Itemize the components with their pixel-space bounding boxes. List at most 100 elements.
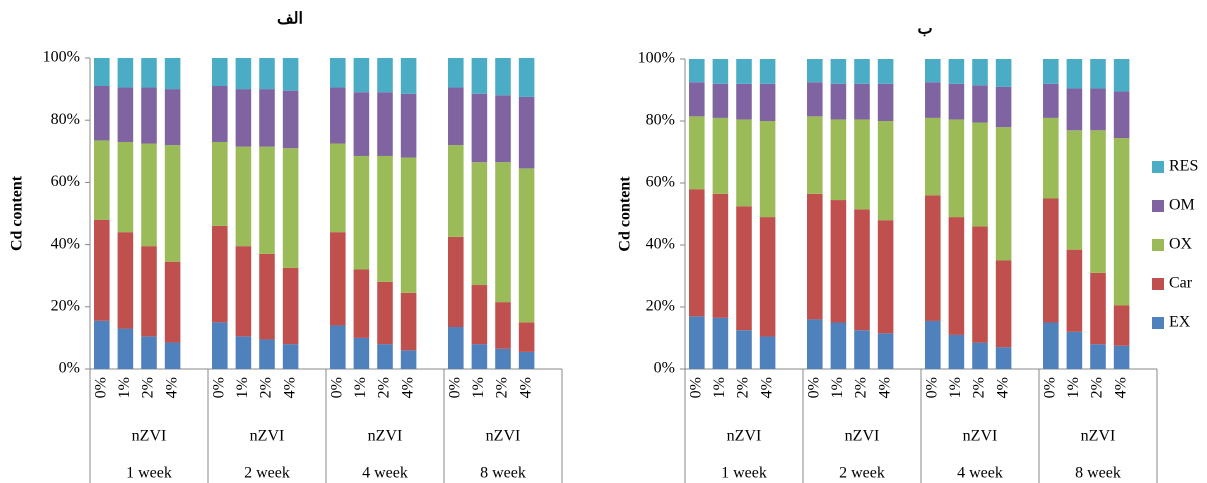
bar-segment bbox=[377, 155, 393, 282]
bar-segment bbox=[448, 58, 464, 88]
bar-segment bbox=[1066, 249, 1083, 332]
group-label: nZVI bbox=[132, 428, 167, 445]
bar-segment bbox=[117, 328, 134, 369]
bar-segment bbox=[1090, 272, 1106, 345]
bar-segment bbox=[830, 59, 847, 84]
bar-segment bbox=[830, 119, 847, 201]
bar-segment bbox=[353, 92, 370, 156]
bar-segment bbox=[854, 83, 870, 120]
bar-segment bbox=[925, 59, 941, 83]
x-tick-label: 4% bbox=[758, 377, 775, 398]
bar-segment bbox=[925, 320, 941, 369]
bar-segment bbox=[830, 83, 847, 120]
bar-segment bbox=[1113, 345, 1130, 369]
bar-segment bbox=[689, 189, 705, 317]
x-tick-label: 2% bbox=[258, 377, 275, 398]
group-label: nZVI bbox=[250, 428, 285, 445]
bar-segment bbox=[164, 58, 181, 90]
bar-segment bbox=[353, 58, 370, 93]
bar-segment bbox=[736, 83, 752, 120]
bar-segment bbox=[330, 325, 346, 369]
bar-segment bbox=[235, 336, 252, 369]
bar-segment bbox=[877, 333, 894, 369]
x-tick-label: 0% bbox=[210, 377, 227, 398]
x-tick-label: 1% bbox=[234, 377, 251, 398]
x-tick-label: 0% bbox=[328, 377, 345, 398]
bar-segment bbox=[471, 285, 488, 345]
bar-segment bbox=[948, 334, 965, 369]
bar-segment bbox=[1043, 117, 1059, 199]
bar-segment bbox=[689, 82, 705, 117]
bar-segment bbox=[495, 162, 511, 303]
bar-segment bbox=[141, 58, 157, 88]
bar-segment bbox=[164, 89, 181, 146]
bar-segment bbox=[212, 322, 228, 369]
bar-segment bbox=[995, 59, 1012, 87]
x-tick-label: 0% bbox=[805, 377, 822, 398]
x-tick-label: 4% bbox=[517, 377, 534, 398]
bar-segment bbox=[141, 336, 157, 369]
bar-segment bbox=[877, 83, 894, 121]
bar-segment bbox=[164, 145, 181, 262]
group-period: 4 week bbox=[362, 465, 408, 482]
chart-title: ب bbox=[917, 21, 932, 38]
bar-segment bbox=[1043, 83, 1059, 118]
x-tick-label: 4% bbox=[399, 377, 416, 398]
x-tick-label: 4% bbox=[994, 377, 1011, 398]
x-tick-label: 1% bbox=[352, 377, 369, 398]
bar-segment bbox=[518, 351, 535, 369]
bar-segment bbox=[1090, 130, 1106, 273]
group-label: nZVI bbox=[368, 428, 403, 445]
bar-segment bbox=[830, 322, 847, 369]
legend-label: EX bbox=[1169, 314, 1191, 331]
bar-segment bbox=[807, 116, 823, 194]
bar-segment bbox=[807, 82, 823, 117]
bar-segment bbox=[689, 316, 705, 369]
bar-segment bbox=[712, 317, 729, 369]
bar-segment bbox=[471, 58, 488, 94]
bar-segment bbox=[282, 58, 299, 91]
bar-segment bbox=[759, 59, 776, 84]
bar-segment bbox=[854, 59, 870, 84]
bar-segment bbox=[948, 59, 965, 84]
y-tick-label: 100% bbox=[638, 50, 675, 67]
bar-segment bbox=[1090, 59, 1106, 89]
bar-segment bbox=[400, 350, 417, 369]
x-tick-label: 1% bbox=[711, 377, 728, 398]
group-label: nZVI bbox=[963, 428, 998, 445]
legend-swatch bbox=[1152, 161, 1164, 173]
legend-swatch bbox=[1152, 239, 1164, 251]
bar-segment bbox=[117, 87, 134, 142]
bar-segment bbox=[141, 246, 157, 337]
bar-segment bbox=[972, 59, 988, 86]
x-tick-label: 2% bbox=[140, 377, 157, 398]
bar-segment bbox=[736, 330, 752, 369]
bar-segment bbox=[235, 246, 252, 337]
bar-segment bbox=[377, 281, 393, 345]
bar-segment bbox=[712, 117, 729, 194]
y-axis-label: Cd content bbox=[9, 175, 26, 251]
bar-segment bbox=[94, 219, 110, 321]
y-tick-label: 40% bbox=[646, 236, 675, 253]
bar-segment bbox=[689, 116, 705, 190]
bar-segment bbox=[877, 220, 894, 334]
bar-segment bbox=[518, 322, 535, 352]
bar-segment bbox=[807, 319, 823, 369]
y-tick-label: 40% bbox=[51, 235, 80, 252]
bar-segment bbox=[995, 127, 1012, 261]
bar-segment bbox=[925, 117, 941, 196]
group-period: 8 week bbox=[1075, 465, 1121, 482]
bar-segment bbox=[259, 146, 275, 254]
bar-segment bbox=[995, 260, 1012, 348]
y-tick-label: 100% bbox=[43, 49, 80, 66]
bar-segment bbox=[235, 89, 252, 147]
y-tick-label: 20% bbox=[646, 298, 675, 315]
bar-segment bbox=[141, 143, 157, 247]
bar-segment bbox=[495, 58, 511, 96]
bar-segment bbox=[854, 330, 870, 369]
bar-segment bbox=[330, 87, 346, 144]
bar-segment bbox=[759, 83, 776, 121]
bar-segment bbox=[400, 58, 417, 94]
legend-swatch bbox=[1152, 278, 1164, 290]
bar-segment bbox=[1043, 322, 1059, 369]
